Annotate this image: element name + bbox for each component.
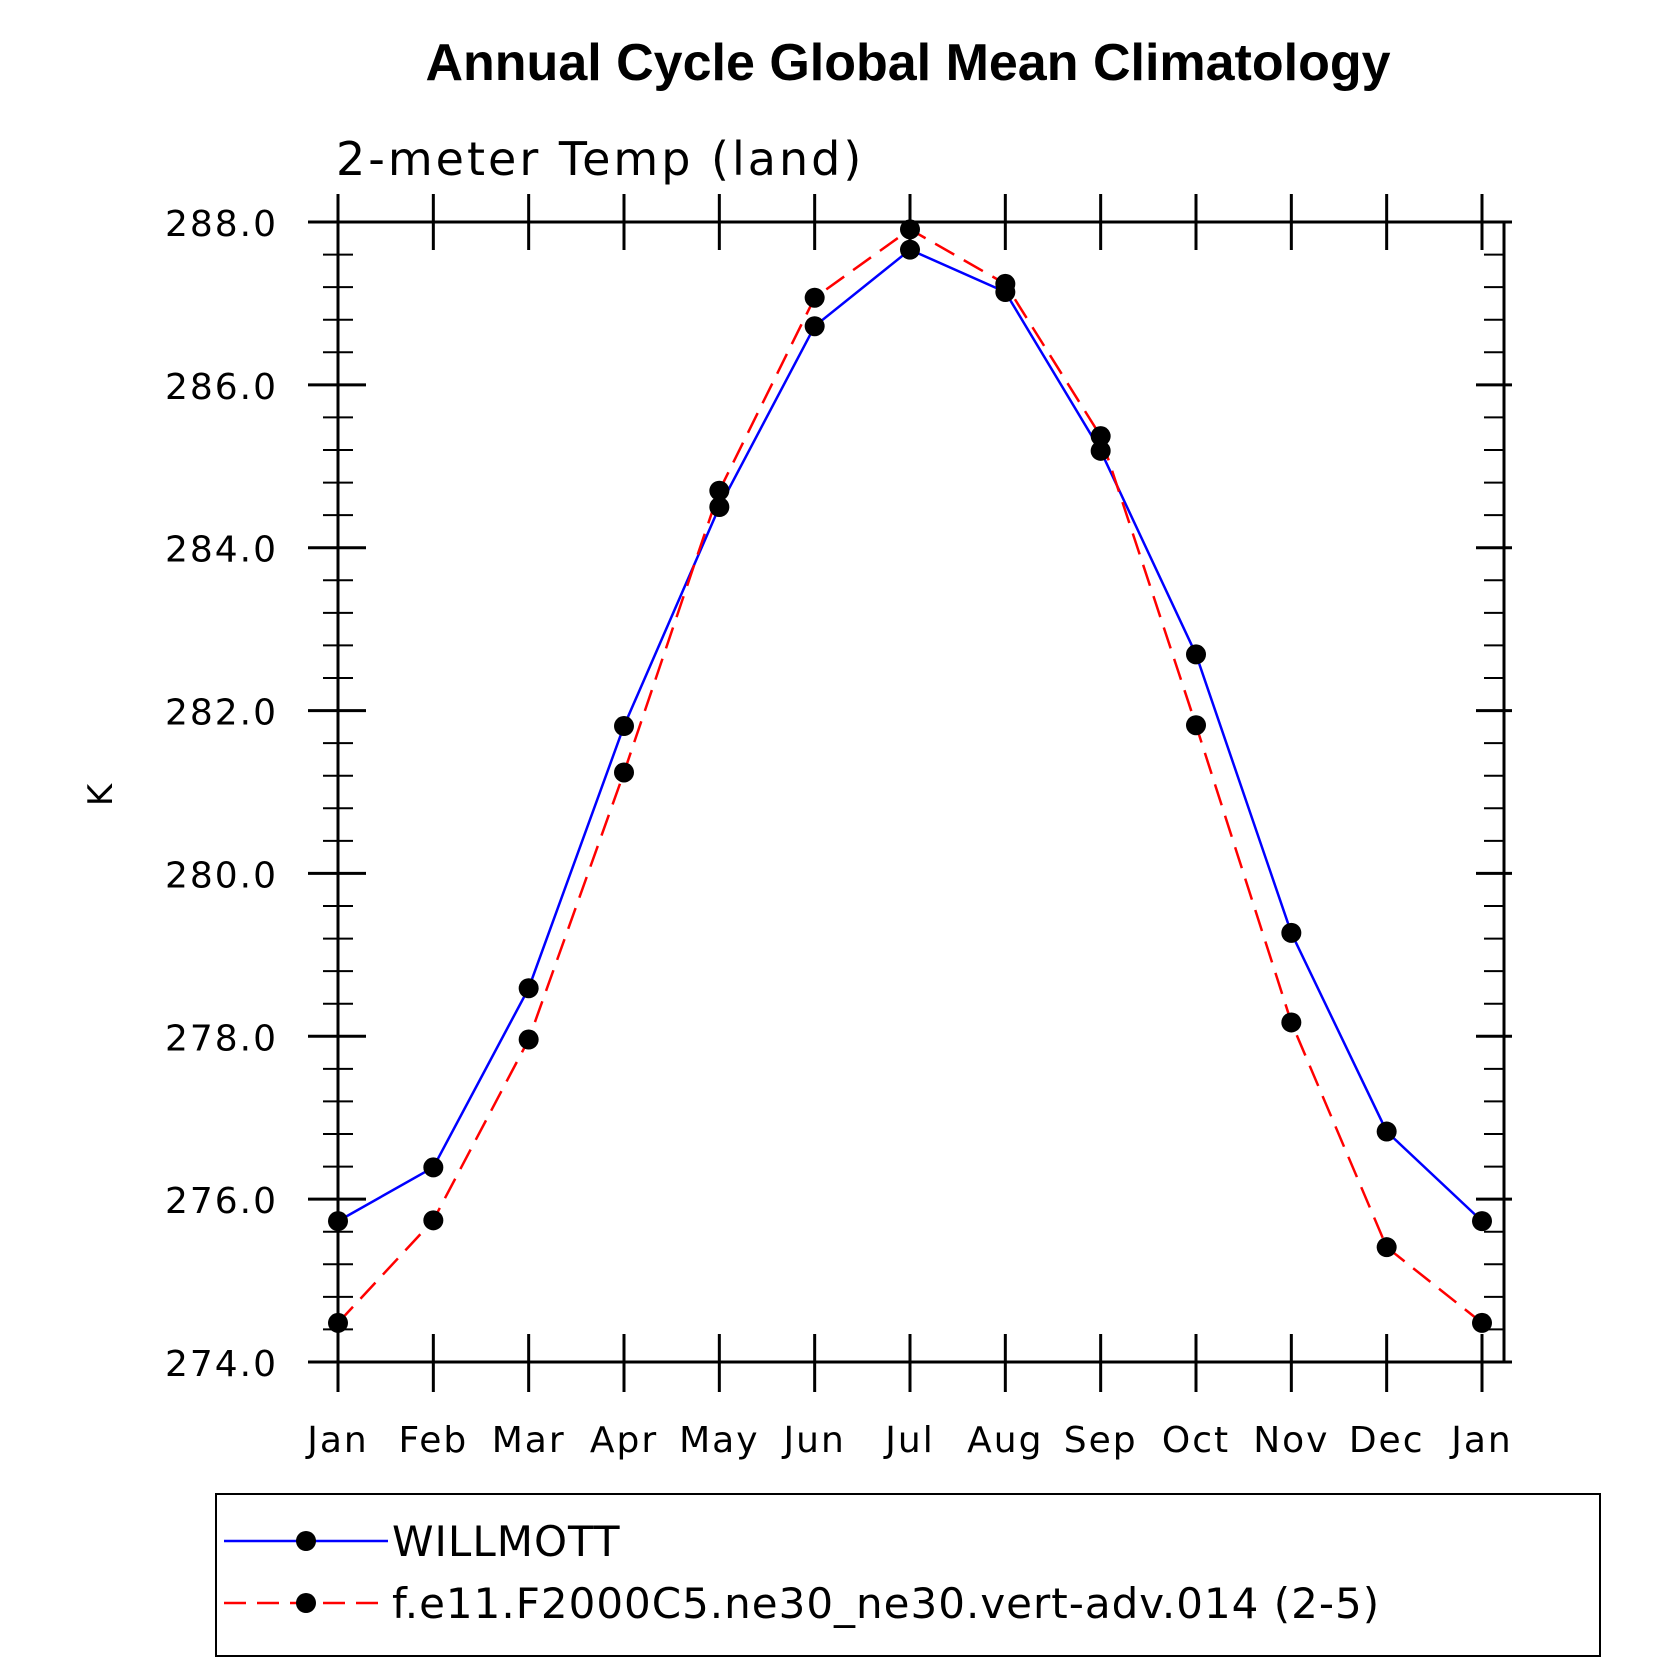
x-tick-label: Oct — [1162, 1420, 1230, 1461]
data-point-series-1 — [804, 316, 825, 337]
x-tick-label: Mar — [492, 1420, 566, 1461]
data-point-series-2 — [423, 1210, 444, 1231]
y-tick-label: 282.0 — [165, 693, 278, 734]
data-point-series-1 — [1376, 1121, 1397, 1142]
data-point-series-1 — [1281, 922, 1302, 943]
data-point-series-2 — [1090, 426, 1111, 447]
x-tick-label: Jul — [883, 1420, 934, 1461]
data-point-series-2 — [614, 762, 634, 783]
x-tick-label: Jan — [1449, 1420, 1513, 1461]
y-tick-label: 278.0 — [165, 1018, 278, 1059]
data-point-series-1 — [709, 497, 730, 517]
x-tick-label: Feb — [398, 1420, 468, 1461]
legend-marker-2 — [296, 1593, 316, 1613]
data-point-series-2 — [900, 219, 920, 240]
y-tick-label: 288.0 — [165, 204, 278, 245]
chart-subtitle: 2-meter Temp (land) — [336, 132, 864, 186]
x-tick-label: Nov — [1253, 1420, 1329, 1461]
legend-label-1: WILLMOTT — [392, 1517, 621, 1566]
data-point-series-2 — [804, 287, 825, 308]
x-tick-label: Jan — [305, 1420, 369, 1461]
series-line-2 — [337, 227, 1483, 1324]
data-point-series-2 — [1472, 1312, 1492, 1333]
data-point-series-1 — [1090, 440, 1111, 461]
series-points — [328, 219, 1492, 1333]
series-lines — [337, 227, 1483, 1324]
y-tick-label: 274.0 — [165, 1344, 278, 1385]
data-point-series-1 — [614, 716, 634, 737]
legend-label-2: f.e11.F2000C5.ne30_ne30.vert-adv.014 (2-… — [392, 1579, 1380, 1628]
data-point-series-2 — [709, 480, 730, 501]
data-point-series-2 — [995, 273, 1016, 294]
data-point-series-1 — [900, 239, 920, 260]
x-tick-label: Jun — [782, 1420, 846, 1461]
axis-ticks — [308, 194, 1512, 1392]
plot-frame — [336, 220, 1506, 1364]
data-point-series-2 — [1281, 1012, 1302, 1033]
x-tick-label: May — [679, 1420, 759, 1461]
y-axis-label: K — [81, 782, 121, 806]
data-point-series-2 — [518, 1029, 539, 1050]
legend: WILLMOTT f.e11.F2000C5.ne30_ne30.vert-adv… — [215, 1493, 1601, 1657]
data-point-series-1 — [1186, 644, 1206, 665]
x-tick-label: Aug — [967, 1420, 1043, 1461]
data-point-series-1 — [1472, 1211, 1492, 1232]
y-tick-labels: 274.0 276.0 278.0 280.0 282.0 284.0 286.0 288.0 — [165, 204, 278, 1385]
data-point-series-2 — [1376, 1237, 1397, 1258]
y-tick-label: 280.0 — [165, 855, 278, 896]
legend-box — [215, 1493, 1601, 1657]
data-point-series-1 — [518, 978, 539, 999]
x-tick-labels: Jan Feb Mar Apr May Jun Jul Aug Sep Oct Nov Dec Jan — [305, 1420, 1513, 1461]
x-tick-label: Sep — [1064, 1420, 1138, 1461]
y-tick-label: 284.0 — [165, 530, 278, 571]
y-tick-label: 286.0 — [165, 367, 278, 408]
x-tick-label: Apr — [590, 1420, 658, 1461]
data-point-series-2 — [1186, 715, 1206, 736]
chart-title: Annual Cycle Global Mean Climatology — [425, 34, 1390, 92]
x-tick-label: Dec — [1349, 1420, 1425, 1461]
legend-marker-1 — [296, 1531, 316, 1551]
y-tick-label: 276.0 — [165, 1181, 278, 1222]
data-point-series-1 — [423, 1157, 444, 1178]
